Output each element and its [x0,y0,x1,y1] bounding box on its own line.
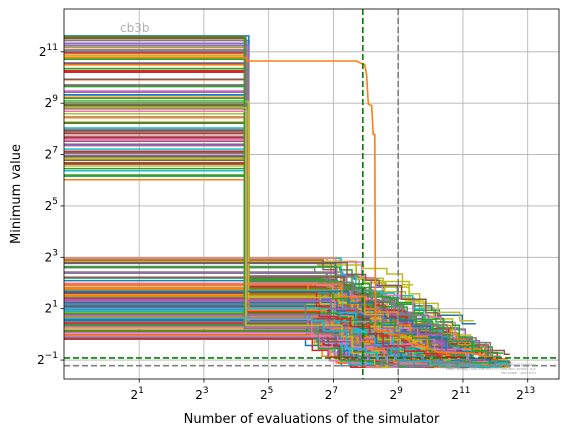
x-axis-ticks: 21 23 25 27 29 211 213 [130,379,535,402]
footer-note: Commit: b59d13d9aa7fe1f6ca7b7ae65d8e91b7… [444,363,536,367]
series-line [64,162,460,359]
reference-lines [64,9,559,379]
series-line [64,290,503,365]
watermark-text: cb3b [120,21,149,35]
series-line [64,300,498,367]
plot-frame [63,8,560,380]
series-line [64,101,437,345]
highlight-series-line [64,56,495,359]
x-axis-label: Number of evaluations of the simulator [184,412,440,427]
series-line [64,257,474,322]
footer-note: Repo: git@github.com:Kirill-Lyubimov-mct… [446,367,536,371]
y-axis-label: Minimum value [9,144,24,244]
series-lines [64,35,511,369]
footer-note: Hostname: galerkin [501,371,536,375]
series-line [64,261,442,317]
footer-notes: Commit: b59d13d9aa7fe1f6ca7b7ae65d8e91b7… [444,363,536,375]
